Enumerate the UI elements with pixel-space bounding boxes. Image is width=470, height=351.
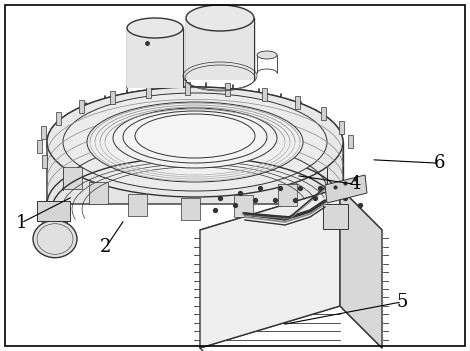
Polygon shape <box>127 28 183 88</box>
Text: 1: 1 <box>16 214 27 232</box>
Ellipse shape <box>135 114 255 158</box>
Ellipse shape <box>63 93 327 191</box>
Polygon shape <box>325 175 367 203</box>
Text: 2: 2 <box>100 238 111 257</box>
Polygon shape <box>42 155 47 168</box>
Polygon shape <box>348 135 353 148</box>
Polygon shape <box>323 204 348 229</box>
Polygon shape <box>47 87 343 204</box>
Polygon shape <box>110 91 115 104</box>
Polygon shape <box>181 198 200 220</box>
Polygon shape <box>89 183 108 204</box>
Polygon shape <box>234 195 253 217</box>
Polygon shape <box>128 193 148 216</box>
Ellipse shape <box>113 108 277 168</box>
Ellipse shape <box>87 102 303 182</box>
Ellipse shape <box>123 111 267 163</box>
Ellipse shape <box>127 18 183 38</box>
Polygon shape <box>225 83 230 96</box>
Polygon shape <box>79 100 84 113</box>
Polygon shape <box>185 82 190 95</box>
Polygon shape <box>37 201 70 221</box>
Text: 4: 4 <box>349 175 360 193</box>
Polygon shape <box>278 184 297 206</box>
Ellipse shape <box>33 220 77 258</box>
Polygon shape <box>186 18 254 80</box>
Polygon shape <box>295 96 300 109</box>
Polygon shape <box>42 204 67 229</box>
Text: 6: 6 <box>434 154 445 172</box>
Text: 5: 5 <box>396 293 407 311</box>
Ellipse shape <box>47 87 343 197</box>
Polygon shape <box>339 120 345 133</box>
Polygon shape <box>262 88 267 101</box>
Polygon shape <box>200 188 382 272</box>
Polygon shape <box>41 126 46 139</box>
Polygon shape <box>56 112 61 125</box>
Polygon shape <box>200 188 340 348</box>
Polygon shape <box>340 188 382 348</box>
Ellipse shape <box>257 51 277 59</box>
Ellipse shape <box>186 5 254 31</box>
Polygon shape <box>63 167 82 188</box>
Polygon shape <box>37 140 41 153</box>
Polygon shape <box>321 107 327 120</box>
Polygon shape <box>146 85 151 98</box>
